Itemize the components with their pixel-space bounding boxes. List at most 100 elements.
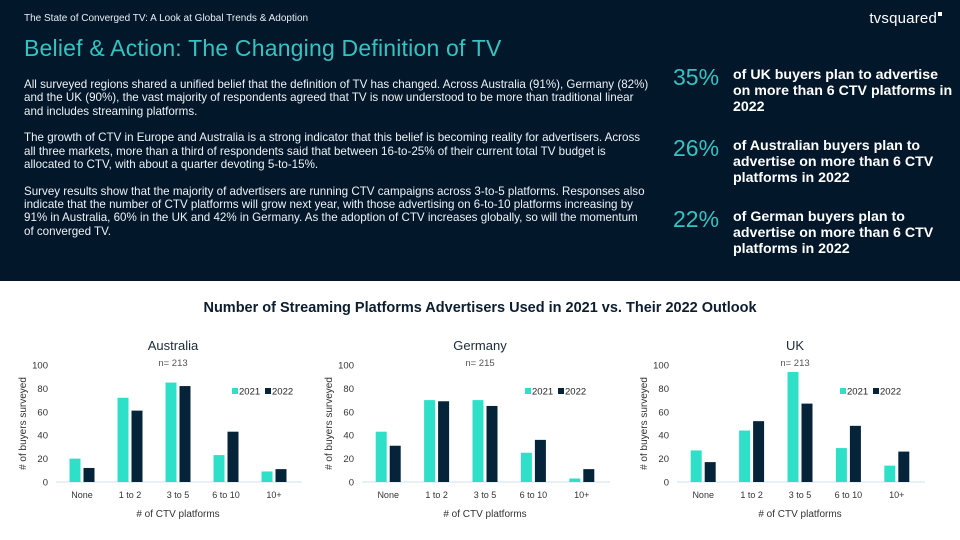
x-tick-label: 1 to 2 xyxy=(425,490,448,500)
bar-2022-6-to-10 xyxy=(227,431,239,482)
logo-square-icon xyxy=(938,12,942,16)
bar-2022-3-to-5 xyxy=(801,403,813,482)
legend-label-2021: 2021 xyxy=(847,387,868,398)
x-tick-label: 3 to 5 xyxy=(167,490,190,500)
legend-swatch-2022 xyxy=(265,388,271,394)
legend-label-2021: 2021 xyxy=(239,387,260,398)
y-tick-label: 100 xyxy=(338,361,354,372)
chart-svg-uk: UK n= 213 0 20 40 60 80 100# of buyers surveyed… xyxy=(640,338,925,520)
legend-swatch-2021 xyxy=(232,388,238,394)
legend-swatch-2021 xyxy=(525,388,531,394)
legend-label-2022: 2022 xyxy=(272,387,293,398)
bar-2022-6-to-10 xyxy=(534,439,546,482)
bar-2021-3-to-5 xyxy=(472,400,484,482)
y-tick-label: 0 xyxy=(349,478,354,489)
legend-label-2022: 2022 xyxy=(565,387,586,398)
x-tick-label: None xyxy=(692,490,714,500)
bar-2021-3-to-5 xyxy=(787,372,799,482)
chart-title: UK xyxy=(786,338,804,353)
x-tick-label: 6 to 10 xyxy=(520,490,548,500)
y-tick-label: 60 xyxy=(37,407,48,418)
x-tick-label: 6 to 10 xyxy=(212,490,240,500)
bar-2022-3-to-5 xyxy=(179,386,191,482)
x-tick-label: 1 to 2 xyxy=(119,490,142,500)
y-tick-label: 60 xyxy=(658,407,669,418)
bar-2022-3-to-5 xyxy=(486,405,498,482)
x-axis-label: # of CTV platforms xyxy=(136,509,219,520)
x-tick-label: 10+ xyxy=(574,490,589,500)
legend-label-2022: 2022 xyxy=(880,387,901,398)
legend-swatch-2022 xyxy=(558,388,564,394)
y-axis-label: # of buyers surveyed xyxy=(324,377,335,470)
y-tick-label: 80 xyxy=(343,384,354,395)
bar-2022-1-to-2 xyxy=(438,401,450,482)
x-tick-label: 10+ xyxy=(889,490,904,500)
stat-australia: 26% of Australian buyers plan to adverti… xyxy=(668,135,958,206)
chart-title: Germany xyxy=(453,338,507,353)
bar-2022-None xyxy=(389,445,401,482)
bar-2021-3-to-5 xyxy=(165,382,177,482)
paragraph-survey: Survey results show that the majority of… xyxy=(24,184,645,238)
chart-germany: Germany n= 215 0 20 40 60 80 100 # of buyers sur… xyxy=(320,330,640,530)
bar-2022-1-to-2 xyxy=(753,421,765,482)
bar-2021-1-to-2 xyxy=(739,430,751,482)
stat-description: of Australian buyers plan to advertise o… xyxy=(733,138,934,186)
y-tick-label: 20 xyxy=(37,454,48,465)
chart-uk: UK n= 213 0 20 40 60 80 100 # of buyers surveyed… xyxy=(640,330,960,530)
y-tick-label: 80 xyxy=(37,384,48,395)
x-tick-label: 3 to 5 xyxy=(474,490,497,500)
x-tick-label: None xyxy=(71,490,93,500)
bar-2021-1-to-2 xyxy=(117,397,129,482)
y-tick-label: 20 xyxy=(343,454,354,465)
stats-panel: 35% of UK buyers plan to advertise on mo… xyxy=(668,64,958,277)
chart-title: Australia xyxy=(148,338,199,353)
brand-logo: tvsquared xyxy=(869,10,942,27)
x-tick-label: None xyxy=(377,490,399,500)
bar-2021-None xyxy=(375,431,387,482)
y-tick-label: 60 xyxy=(343,407,354,418)
stat-value: 22% xyxy=(673,206,720,232)
bar-2022-10plus xyxy=(898,451,910,482)
bar-2021-10plus xyxy=(884,465,896,482)
chart-subtitle: n= 213 xyxy=(158,358,187,369)
x-tick-label: 6 to 10 xyxy=(835,490,863,500)
bar-2022-6-to-10 xyxy=(849,425,861,482)
y-tick-label: 100 xyxy=(653,361,669,372)
y-tick-label: 20 xyxy=(658,454,669,465)
stat-description: of UK buyers plan to advertise on more t… xyxy=(733,67,953,115)
chart-svg-germany: Germany n= 215 0 20 40 60 80 100# of buyers sur… xyxy=(324,338,610,520)
bar-2022-None xyxy=(704,462,716,482)
bar-2021-None xyxy=(690,450,702,482)
y-tick-label: 0 xyxy=(664,478,669,489)
stat-description: of German buyers plan to advertise on mo… xyxy=(733,209,934,257)
brand-name: tvsquared xyxy=(869,10,937,27)
y-tick-label: 80 xyxy=(658,384,669,395)
x-tick-label: 1 to 2 xyxy=(740,490,763,500)
stat-germany: 22% of German buyers plan to advertise o… xyxy=(668,206,958,277)
chart-australia: Australia n= 213 0 20 40 60 80 100 # of buyers s… xyxy=(0,330,320,530)
header-panel: The State of Converged TV: A Look at Glo… xyxy=(0,0,960,281)
y-tick-label: 40 xyxy=(37,431,48,442)
legend-swatch-2021 xyxy=(840,388,846,394)
bar-2022-10plus xyxy=(275,469,287,482)
paragraph-belief: All surveyed regions shared a unified be… xyxy=(24,78,649,118)
bar-2021-None xyxy=(69,458,81,482)
bar-2022-None xyxy=(83,467,95,482)
legend-swatch-2022 xyxy=(873,388,879,394)
x-axis-label: # of CTV platforms xyxy=(758,509,841,520)
chart-subtitle: n= 213 xyxy=(780,358,809,369)
stat-value: 26% xyxy=(673,135,720,161)
stat-value: 35% xyxy=(673,64,720,90)
y-tick-label: 40 xyxy=(343,431,354,442)
x-tick-label: 10+ xyxy=(266,490,281,500)
bar-2021-1-to-2 xyxy=(424,400,436,482)
bar-2021-10plus xyxy=(261,471,273,482)
paragraph-growth: The growth of CTV in Europe and Australi… xyxy=(24,131,641,171)
y-axis-label: # of buyers surveyed xyxy=(18,377,29,470)
chart-subtitle: n= 215 xyxy=(465,358,494,369)
y-tick-label: 100 xyxy=(32,361,48,372)
report-title: The State of Converged TV: A Look at Glo… xyxy=(24,13,309,24)
bar-2021-6-to-10 xyxy=(835,448,847,482)
y-axis-label: # of buyers surveyed xyxy=(640,377,650,470)
legend-label-2021: 2021 xyxy=(532,387,553,398)
